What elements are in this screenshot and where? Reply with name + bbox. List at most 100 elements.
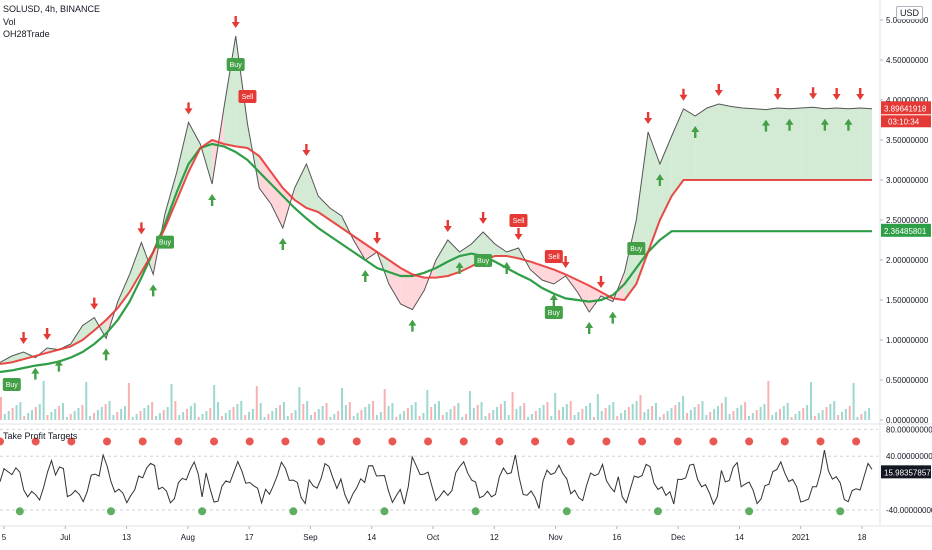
x-tick-label: 5 xyxy=(2,533,7,542)
trend-fill xyxy=(754,108,766,180)
tp-marker-low xyxy=(380,507,389,516)
tp-marker-low xyxy=(745,507,754,516)
volume-bar xyxy=(155,416,158,420)
buy-label: Buy xyxy=(627,242,646,255)
volume-bar xyxy=(232,407,235,420)
trend-fill xyxy=(718,104,731,180)
volume-bar xyxy=(445,412,448,420)
volume-bar xyxy=(771,415,774,420)
tp-marker-high xyxy=(602,437,611,446)
sell-arrow xyxy=(479,212,488,224)
volume-bar xyxy=(654,403,657,420)
last-price-text: 3.89641918 xyxy=(884,104,927,113)
volume-bar xyxy=(255,386,258,420)
tp-marker-low xyxy=(106,507,115,516)
volume-bar xyxy=(519,406,522,420)
volume-bar xyxy=(290,413,293,420)
countdown-text: 03:10:34 xyxy=(888,117,920,126)
volume-bar xyxy=(116,412,119,420)
buy-arrow xyxy=(408,319,417,332)
tp-marker-high xyxy=(103,437,112,446)
trend-fill xyxy=(801,107,814,180)
trend-fill xyxy=(695,108,708,180)
volume-bar xyxy=(93,413,96,420)
volume-bar xyxy=(228,410,231,420)
volume-bar xyxy=(240,401,243,420)
last-price-tag xyxy=(881,101,931,115)
trend-fill xyxy=(848,108,861,180)
volume-bar xyxy=(418,416,421,420)
trend-fill xyxy=(188,122,201,172)
volume-bar xyxy=(457,403,460,420)
volume-bar xyxy=(864,411,867,420)
buy-arrow xyxy=(102,348,111,361)
volume-bar xyxy=(344,405,347,420)
lower-pane-title: Take Profit Targets xyxy=(3,431,78,441)
volume-bar xyxy=(379,412,382,420)
volume-bar xyxy=(104,404,107,420)
buy-arrow xyxy=(149,284,158,297)
volume-bar xyxy=(201,414,204,420)
tp-marker-high xyxy=(816,437,825,446)
volume-bar xyxy=(317,409,320,420)
trend-fill xyxy=(789,108,802,180)
volume-bar xyxy=(69,414,72,420)
volume-bar xyxy=(616,416,619,420)
volume-bar xyxy=(294,410,297,420)
buy-label: Buy xyxy=(474,254,493,267)
buy-arrow xyxy=(278,238,287,250)
volume-bar xyxy=(790,417,793,420)
tp-marker-high xyxy=(780,437,789,446)
volume-bar xyxy=(414,402,417,420)
buy-label: Buy xyxy=(226,58,245,71)
y-tick-label: 4.50000000 xyxy=(886,56,929,65)
trend-fill xyxy=(176,122,189,200)
volume-bar xyxy=(600,411,603,420)
tp-marker-high xyxy=(638,437,647,446)
volume-bar xyxy=(817,413,820,420)
volume-bar xyxy=(11,408,14,420)
osc-tick-label: 40.00000000 xyxy=(886,452,932,461)
volume-bar xyxy=(685,413,688,420)
volume-bar xyxy=(775,412,778,420)
trend-fill xyxy=(530,261,543,280)
sell-arrow xyxy=(19,332,28,344)
volume-bar xyxy=(85,382,88,420)
volume-bar xyxy=(763,404,766,420)
volume-bar xyxy=(589,403,592,420)
volume-bar xyxy=(682,396,685,420)
buy-label-text: Buy xyxy=(6,382,19,389)
volume-bar xyxy=(716,406,719,420)
tp-marker-high xyxy=(459,437,468,446)
sell-arrow xyxy=(302,144,311,156)
volume-bar xyxy=(31,410,34,420)
volume-bar xyxy=(701,401,704,420)
volume-bar xyxy=(488,413,491,420)
sell-label-box xyxy=(238,90,257,103)
volume-bar xyxy=(728,414,731,420)
volume-bar xyxy=(639,395,642,420)
volume-bar xyxy=(248,412,251,420)
buy-label: Buy xyxy=(155,235,174,249)
volume-bar xyxy=(387,406,390,420)
sell-arrow xyxy=(231,16,240,28)
volume-bar xyxy=(217,402,220,420)
currency-badge[interactable]: USD xyxy=(896,6,924,20)
tp-marker-high xyxy=(317,437,326,446)
volume-bar xyxy=(360,410,363,420)
tp-marker-high xyxy=(245,437,254,446)
trend-fill xyxy=(483,232,495,260)
volume-bar xyxy=(825,407,828,420)
volume-bar xyxy=(89,416,92,420)
sell-arrow xyxy=(856,88,865,100)
volume-bar xyxy=(697,404,700,420)
trend-fill xyxy=(306,164,319,212)
osc-tick-label: 80.00000000 xyxy=(886,425,932,434)
volume-bar xyxy=(267,414,270,420)
volume-bar xyxy=(131,417,134,420)
volume-bar xyxy=(848,406,851,420)
x-tick-label: 2021 xyxy=(792,533,810,542)
trend-fill xyxy=(730,106,743,180)
buy-arrow xyxy=(655,174,664,186)
volume-bar xyxy=(279,405,282,420)
